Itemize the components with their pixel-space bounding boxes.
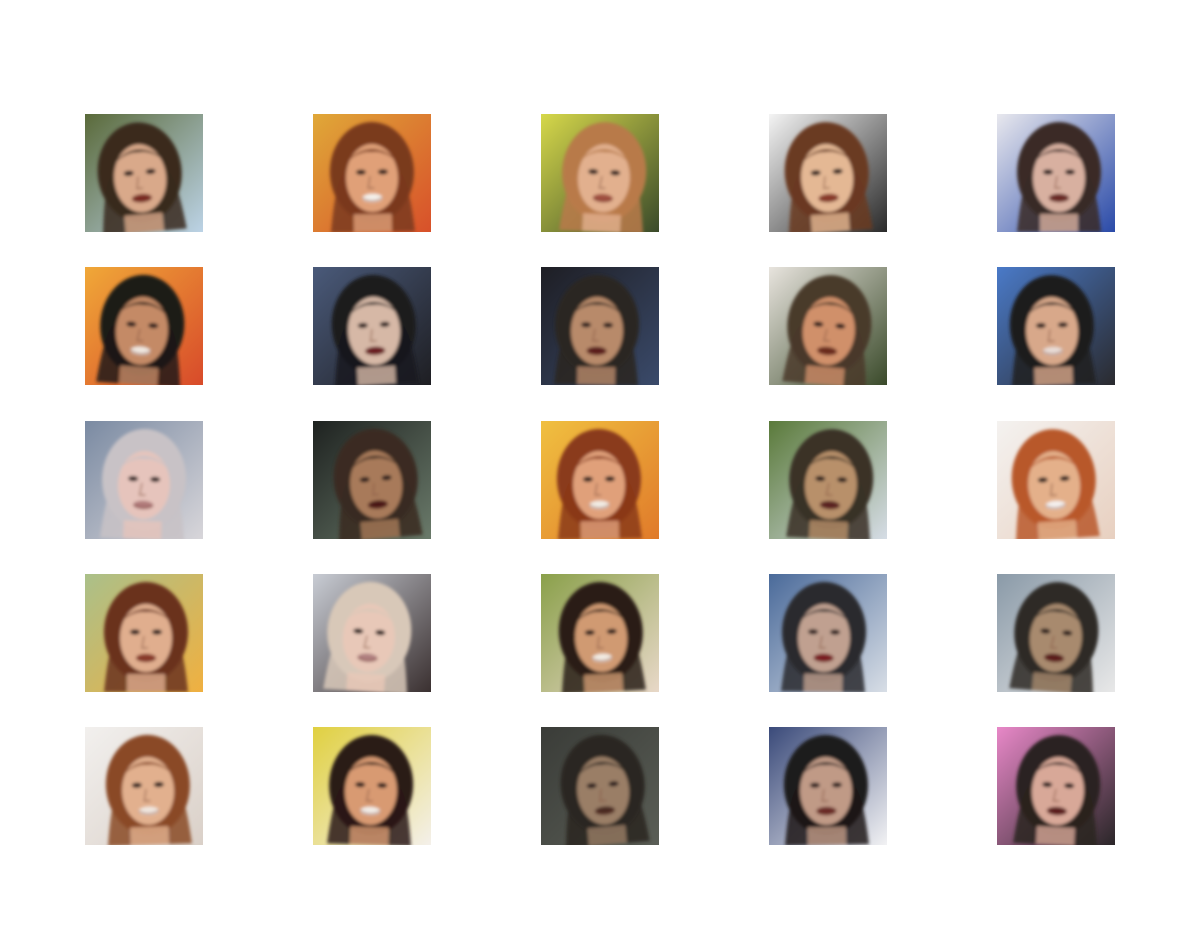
- face-sample-2-3: [541, 267, 659, 385]
- face-sample-1-2: [313, 114, 431, 232]
- face-sample-2-1: [85, 267, 203, 385]
- face-sample-3-3: [541, 421, 659, 539]
- face-sample-2-5: [997, 267, 1115, 385]
- face-sample-5-2: [313, 727, 431, 845]
- face-sample-4-5: [997, 574, 1115, 692]
- face-sample-1-3: [541, 114, 659, 232]
- face-sample-4-3: [541, 574, 659, 692]
- face-sample-1-5: [997, 114, 1115, 232]
- face-sample-4-2: [313, 574, 431, 692]
- face-sample-2-4: [769, 267, 887, 385]
- face-sample-5-3: [541, 727, 659, 845]
- face-sample-3-5: [997, 421, 1115, 539]
- face-sample-3-1: [85, 421, 203, 539]
- face-sample-1-1: [85, 114, 203, 232]
- face-sample-4-1: [85, 574, 203, 692]
- face-sample-5-1: [85, 727, 203, 845]
- face-sample-1-4: [769, 114, 887, 232]
- face-sample-3-4: [769, 421, 887, 539]
- face-sample-3-2: [313, 421, 431, 539]
- face-sample-5-5: [997, 727, 1115, 845]
- face-sample-2-2: [313, 267, 431, 385]
- face-sample-4-4: [769, 574, 887, 692]
- face-sample-5-4: [769, 727, 887, 845]
